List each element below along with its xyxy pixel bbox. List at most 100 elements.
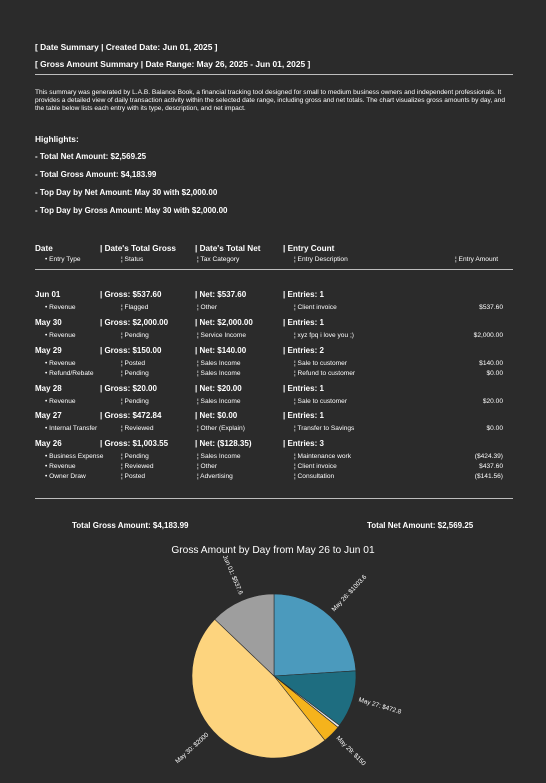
group-date: May 28 <box>35 384 62 393</box>
group-entry-count: | Entries: 1 <box>283 411 324 420</box>
column-header-total-net: | Date's Total Net <box>195 244 261 253</box>
pie-slice <box>214 593 275 677</box>
group-entry-count: | Entries: 1 <box>283 384 324 393</box>
entry-amount: $0.00 <box>486 425 503 432</box>
entry-tax-category: ¦ Sales Income <box>197 370 241 377</box>
column-header-date: Date <box>35 244 53 253</box>
highlight-top-gross-day: - Top Day by Gross Amount: May 30 with $… <box>35 206 228 215</box>
entry-type: • Revenue <box>45 398 76 405</box>
entry-type: • Revenue <box>45 360 76 367</box>
entry-type: • Owner Draw <box>45 473 86 480</box>
subheader-status: ¦ Status <box>121 256 144 263</box>
entry-tax-category: ¦ Sales Income <box>197 398 241 405</box>
group-net: | Net: ($128.35) <box>195 439 252 448</box>
group-entry-count: | Entries: 1 <box>283 290 324 299</box>
group-net: | Net: $20.00 <box>195 384 242 393</box>
entry-tax-category: ¦ Sales Income <box>197 453 241 460</box>
entry-status: ¦ Pending <box>121 453 149 460</box>
entry-tax-category: ¦ Other (Explain) <box>197 425 245 432</box>
entry-type: • Revenue <box>45 332 76 339</box>
entry-type: • Revenue <box>45 304 76 311</box>
entry-description: ¦ Consultation <box>294 473 335 480</box>
group-date: May 26 <box>35 439 62 448</box>
entry-status: ¦ Pending <box>121 370 149 377</box>
group-net: | Net: $140.00 <box>195 346 247 355</box>
pie-slice-label: Jun 01: $537.6 <box>221 554 244 596</box>
entry-description: ¦ Client invoice <box>294 304 337 311</box>
chart-title: Gross Amount by Day from May 26 to Jun 0… <box>171 545 375 556</box>
group-date: Jun 01 <box>35 290 61 299</box>
group-net: | Net: $537.60 <box>195 290 247 299</box>
entry-tax-category: ¦ Advertising <box>197 473 233 480</box>
entry-type: • Internal Transfer <box>45 425 98 432</box>
entry-tax-category: ¦ Other <box>197 463 218 470</box>
entry-status: ¦ Posted <box>121 473 146 480</box>
group-gross: | Gross: $472.84 <box>100 411 162 420</box>
summary-header-line1: [ Date Summary | Created Date: Jun 01, 2… <box>35 42 218 52</box>
entry-amount: ($141.56) <box>474 473 503 480</box>
entry-status: ¦ Posted <box>121 360 146 367</box>
table-bottom-divider <box>35 498 513 499</box>
subheader-entry-amount: ¦ Entry Amount <box>455 256 499 263</box>
pie-slice-label: May 29: $150 <box>335 735 368 768</box>
entry-amount: $437.60 <box>479 463 503 470</box>
group-entry-count: | Entries: 3 <box>283 439 324 448</box>
entry-tax-category: ¦ Other <box>197 304 218 311</box>
group-gross: | Gross: $2,000.00 <box>100 318 169 327</box>
entry-status: ¦ Reviewed <box>121 425 154 432</box>
entry-amount: $2,000.00 <box>473 332 503 339</box>
entry-status: ¦ Flagged <box>121 304 149 311</box>
entry-description: ¦ xyz fpq i love you ;) <box>294 332 354 339</box>
entry-amount: $0.00 <box>486 370 503 377</box>
pie-slice-label: May 30: $2000 <box>174 731 210 765</box>
column-header-entry-count: | Entry Count <box>283 244 335 253</box>
table-header-divider <box>35 269 513 270</box>
pie-slice-label: May 26: $1003.6 <box>331 573 369 613</box>
pie-slice <box>273 593 357 677</box>
total-gross-amount: Total Gross Amount: $4,183.99 <box>72 521 189 530</box>
subheader-tax-category: ¦ Tax Category <box>197 256 240 263</box>
group-entry-count: | Entries: 2 <box>283 346 324 355</box>
column-header-total-gross: | Date's Total Gross <box>100 244 176 253</box>
total-net-amount: Total Net Amount: $2,569.25 <box>367 521 474 530</box>
entry-description: ¦ Transfer to Savings <box>294 425 355 432</box>
highlight-top-net-day: - Top Day by Net Amount: May 30 with $2,… <box>35 188 218 197</box>
summary-header-line2: [ Gross Amount Summary | Date Range: May… <box>35 59 311 69</box>
entry-amount: ($424.39) <box>474 453 503 460</box>
highlights-title: Highlights: <box>35 134 79 144</box>
group-gross: | Gross: $150.00 <box>100 346 162 355</box>
description-paragraph: This summary was generated by L.A.B. Bal… <box>35 89 506 113</box>
entry-tax-category: ¦ Service Income <box>197 332 246 339</box>
group-date: May 30 <box>35 318 62 327</box>
entry-type: • Business Expense <box>45 453 104 460</box>
group-entry-count: | Entries: 1 <box>283 318 324 327</box>
entry-type: • Revenue <box>45 463 76 470</box>
pie-slice <box>191 618 326 759</box>
entry-status: ¦ Reviewed <box>121 463 154 470</box>
header-divider <box>35 74 513 75</box>
entry-description: ¦ Sale to customer <box>294 398 348 405</box>
entry-description: ¦ Refund to customer <box>294 370 356 377</box>
group-gross: | Gross: $20.00 <box>100 384 157 393</box>
highlight-total-gross: - Total Gross Amount: $4,183.99 <box>35 170 157 179</box>
group-net: | Net: $0.00 <box>195 411 238 420</box>
entry-status: ¦ Pending <box>121 398 149 405</box>
group-net: | Net: $2,000.00 <box>195 318 253 327</box>
entry-amount: $20.00 <box>482 398 503 405</box>
group-gross: | Gross: $537.60 <box>100 290 162 299</box>
entry-amount: $140.00 <box>479 360 503 367</box>
entry-amount: $537.60 <box>479 304 503 311</box>
highlight-total-net: - Total Net Amount: $2,569.25 <box>35 152 147 161</box>
group-date: May 29 <box>35 346 62 355</box>
entry-type: • Refund/Rebate <box>45 370 94 377</box>
entry-tax-category: ¦ Sales Income <box>197 360 241 367</box>
pie-slice-label: May 27: $472.8 <box>358 697 403 716</box>
group-date: May 27 <box>35 411 62 420</box>
subheader-entry-type: • Entry Type <box>45 256 81 263</box>
entry-description: ¦ Sale to customer <box>294 360 348 367</box>
entry-status: ¦ Pending <box>121 332 149 339</box>
subheader-entry-description: ¦ Entry Description <box>294 256 348 263</box>
group-gross: | Gross: $1,003.55 <box>100 439 169 448</box>
entry-description: ¦ Maintenance work <box>294 453 352 460</box>
